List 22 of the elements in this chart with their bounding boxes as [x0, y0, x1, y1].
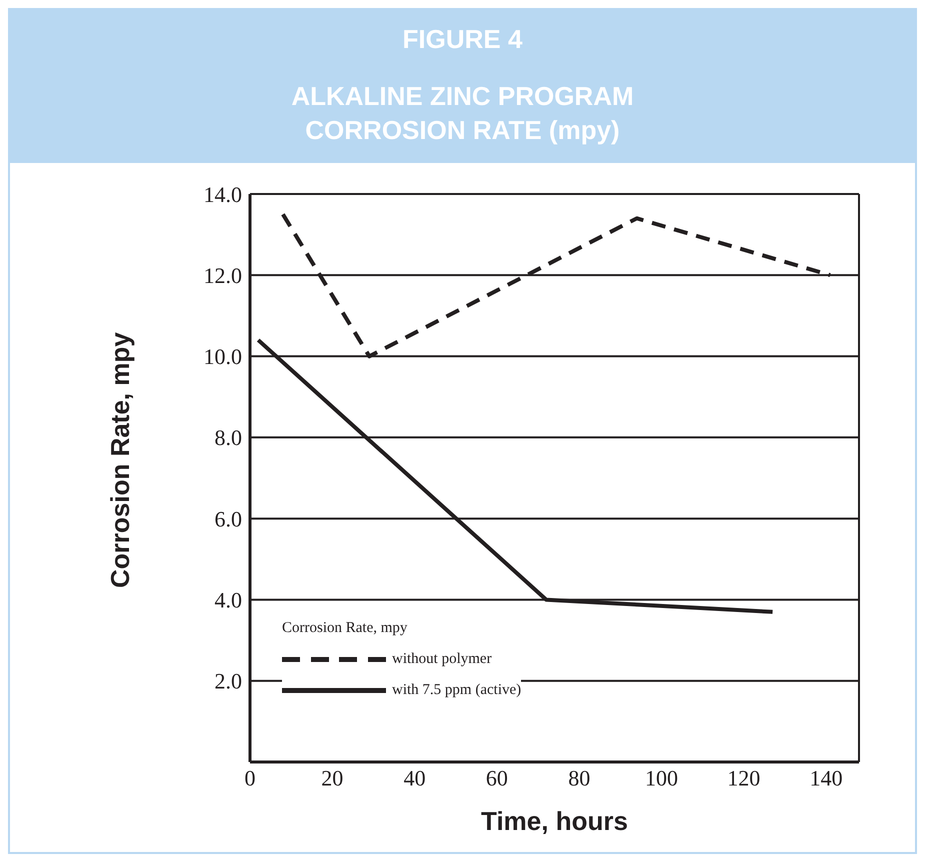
x-tick-label: 40 [404, 766, 426, 791]
x-tick-label: 120 [727, 766, 760, 791]
legend-label: with 7.5 ppm (active) [392, 682, 522, 699]
y-tick-label: 6.0 [214, 506, 242, 532]
x-tick-label: 60 [486, 766, 508, 791]
y-tick-label: 12.0 [204, 262, 242, 288]
chart-title: FIGURE 4 [402, 24, 524, 55]
x-tick-label: 0 [244, 766, 256, 791]
y-tick-label: 2.0 [214, 668, 242, 694]
x-tick-label: 140 [810, 766, 843, 791]
y-tick-label: 8.0 [214, 425, 242, 450]
legend-label: without polymer [392, 650, 492, 668]
y-tick-label: 10.0 [204, 344, 242, 370]
legend-title: Corrosion Rate, mpy [282, 620, 408, 637]
x-axis-title: Time, hours [481, 806, 628, 836]
x-tick-label: 80 [568, 766, 590, 791]
y-tick-label: 14.0 [204, 182, 242, 207]
y-axis-title: Corrosion Rate, mpy [105, 332, 136, 588]
y-tick-label: 4.0 [214, 588, 242, 613]
x-tick-label: 100 [644, 766, 678, 791]
x-tick-label: 20 [321, 766, 344, 791]
chart-subtitle: ALKALINE ZINC PROGRAM CORROSION RATE (mpy) [290, 80, 635, 147]
